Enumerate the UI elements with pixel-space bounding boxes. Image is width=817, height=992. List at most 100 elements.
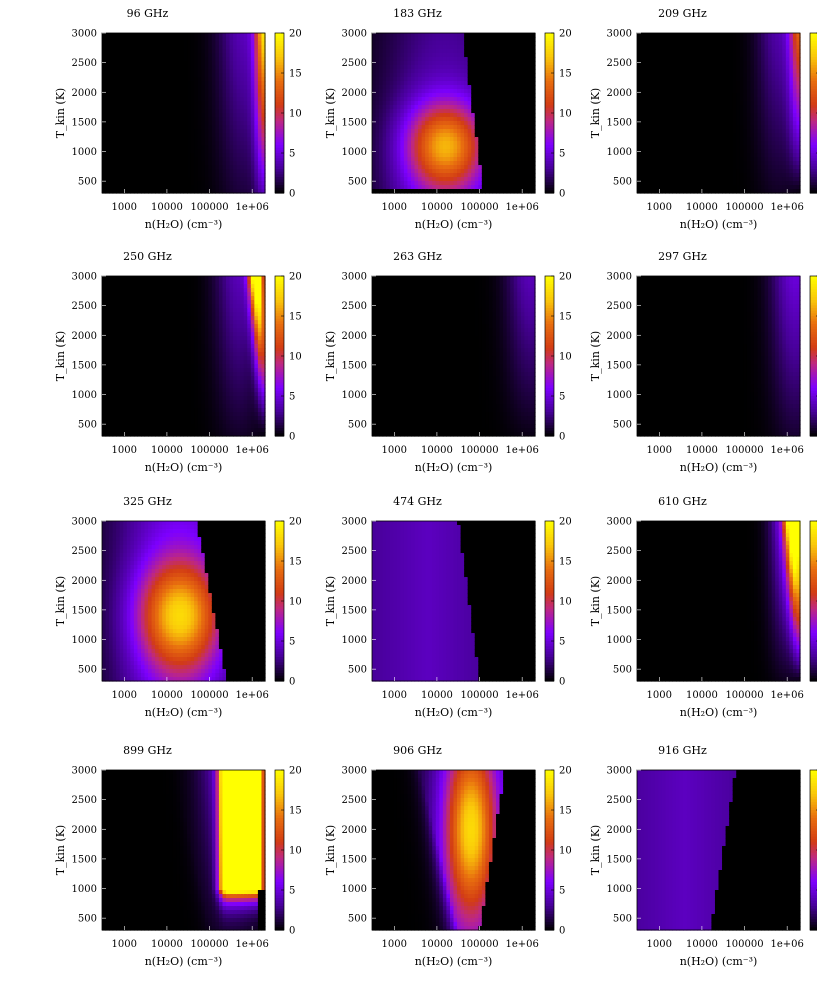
heatmap-cell: [123, 97, 128, 102]
heatmap-cell: [226, 129, 231, 134]
heatmap-cell: [211, 137, 216, 142]
heatmap-cell: [414, 153, 419, 158]
heatmap-cell: [379, 121, 384, 126]
heatmap-cell: [711, 153, 716, 158]
heatmap-cell: [155, 161, 160, 166]
heatmap-cell: [513, 177, 518, 182]
heatmap-cell: [471, 65, 476, 70]
heatmap-cell: [527, 81, 533, 86]
heatmap-cell: [714, 149, 720, 154]
heatmap-cell: [460, 57, 465, 62]
heatmap-cell: [492, 165, 497, 170]
heatmap-cell: [651, 97, 656, 102]
heatmap-cell: [155, 189, 160, 194]
heatmap-cell: [133, 81, 139, 86]
heatmap-cell: [148, 173, 153, 178]
heatmap-cell: [112, 125, 117, 130]
heatmap-cell: [425, 49, 430, 54]
heatmap-cell: [400, 53, 405, 58]
heatmap-cell: [372, 141, 377, 146]
heatmap-cell: [130, 133, 135, 138]
heatmap-cell: [243, 113, 248, 118]
heatmap-cell: [654, 117, 659, 122]
heatmap-cell: [172, 185, 178, 190]
heatmap-cell: [197, 145, 202, 150]
heatmap-cell: [435, 105, 440, 110]
heatmap-cell: [683, 57, 688, 62]
heatmap-cell: [510, 137, 515, 142]
heatmap-cell: [165, 77, 170, 82]
heatmap-cell: [725, 101, 730, 106]
heatmap-cell: [112, 157, 117, 162]
heatmap-cell: [261, 157, 266, 162]
heatmap-cell: [123, 37, 128, 42]
heatmap-cell: [204, 153, 209, 158]
heatmap-cell: [236, 157, 241, 162]
heatmap-cell: [464, 149, 469, 154]
heatmap-cell: [382, 85, 387, 90]
heatmap-cell: [460, 125, 465, 130]
heatmap-cell: [492, 93, 497, 98]
heatmap-cell: [176, 153, 181, 158]
heatmap-cell: [435, 145, 440, 150]
heatmap-cell: [729, 85, 734, 90]
heatmap-cell: [658, 141, 663, 146]
heatmap-cell: [675, 57, 681, 62]
heatmap-cell: [665, 93, 670, 98]
heatmap-cell: [155, 141, 160, 146]
heatmap-cell: [215, 41, 220, 46]
heatmap-cell: [711, 109, 716, 114]
heatmap-cell: [665, 157, 670, 162]
heatmap-cell: [144, 73, 149, 78]
heatmap-cell: [481, 81, 486, 86]
heatmap-cell: [386, 149, 391, 154]
heatmap-cell: [531, 181, 536, 186]
heatmap-cell: [176, 105, 181, 110]
heatmap-cell: [478, 137, 483, 142]
heatmap-cell: [531, 145, 536, 150]
heatmap-cell: [169, 129, 174, 134]
heatmap-cell: [162, 165, 167, 170]
heatmap-cell: [126, 189, 131, 194]
heatmap-cell: [201, 129, 206, 134]
colorbar-segment: [275, 83, 284, 87]
colorbar-segment: [545, 113, 554, 117]
heatmap-cell: [414, 37, 419, 42]
heatmap-cell: [421, 185, 426, 190]
heatmap-cell: [112, 177, 117, 182]
heatmap-cell: [197, 97, 202, 102]
heatmap-cell: [520, 169, 525, 174]
heatmap-cell: [672, 41, 677, 46]
heatmap-cell: [467, 117, 472, 122]
heatmap-cell: [644, 137, 649, 142]
heatmap-cell: [211, 41, 216, 46]
heatmap-cell: [647, 73, 652, 78]
heatmap-cell: [410, 85, 416, 90]
heatmap-cell: [403, 65, 409, 70]
heatmap-cell: [714, 89, 720, 94]
heatmap-cell: [644, 65, 649, 70]
heatmap-cell: [386, 45, 391, 50]
heatmap-cell: [396, 77, 401, 82]
heatmap-cell: [165, 113, 170, 118]
heatmap-cell: [194, 125, 199, 130]
heatmap-cell: [421, 93, 426, 98]
heatmap-cell: [382, 121, 387, 126]
heatmap-cell: [644, 113, 649, 118]
heatmap-cell: [524, 45, 529, 50]
heatmap-cell: [250, 105, 255, 110]
heatmap-cell: [400, 77, 405, 82]
heatmap-cell: [222, 185, 227, 190]
heatmap-cell: [148, 69, 153, 74]
heatmap-cell: [204, 113, 209, 118]
heatmap-cell: [410, 161, 416, 166]
heatmap-cell: [707, 153, 713, 158]
heatmap-cell: [729, 153, 734, 158]
heatmap-cell: [661, 125, 666, 130]
heatmap-cell: [126, 77, 131, 82]
heatmap-cell: [449, 137, 455, 142]
heatmap-cell: [215, 73, 220, 78]
heatmap-cell: [471, 101, 476, 106]
heatmap-cell: [661, 121, 666, 126]
heatmap-cell: [130, 33, 135, 38]
